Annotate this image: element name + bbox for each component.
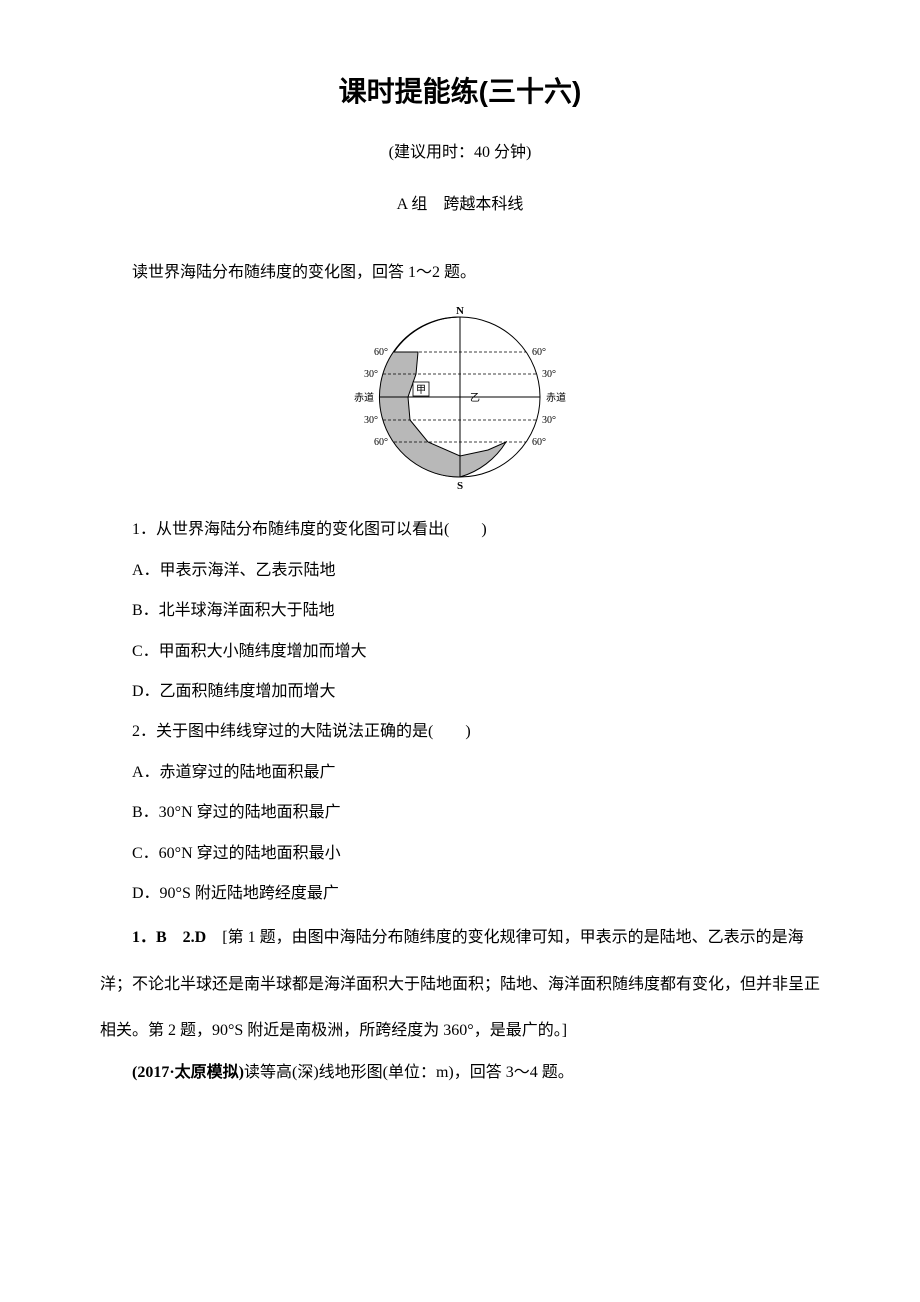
tick-right-4: 60° [532,437,546,448]
q1-option-a: A．甲表示海洋、乙表示陆地 [100,552,820,590]
globe-figure: N S 60° 30° 赤道 30° 60° 60° 30° 赤道 30° 60… [100,302,820,497]
intro2-prefix: (2017·太原模拟) [132,1064,244,1081]
south-label: S [457,480,463,492]
tick-right-1: 30° [542,369,556,380]
q2-option-a: A．赤道穿过的陆地面积最广 [100,754,820,792]
q1-option-c: C．甲面积大小随纬度增加而增大 [100,633,820,671]
tick-left-1: 30° [364,369,378,380]
q1-option-b: B．北半球海洋面积大于陆地 [100,592,820,630]
tick-right-3: 30° [542,415,556,426]
svg-text:甲: 甲 [416,385,426,396]
intro-paragraph-1: 读世界海陆分布随纬度的变化图，回答 1～2 题。 [100,254,820,292]
q2-stem: 2．关于图中纬线穿过的大陆说法正确的是( ) [100,713,820,751]
intro-paragraph-2: (2017·太原模拟)读等高(深)线地形图(单位：m)，回答 3～4 题。 [100,1054,820,1092]
time-suggestion: (建议用时：40 分钟) [100,138,820,162]
marker-yi: 乙 [470,392,480,404]
tick-left-0: 60° [374,347,388,358]
answer-lead: 1．B 2.D [132,929,222,946]
tick-left-3: 30° [364,415,378,426]
group-label: A 组 跨越本科线 [100,190,820,214]
q2-option-c: C．60°N 穿过的陆地面积最小 [100,835,820,873]
tick-left-4: 60° [374,437,388,448]
q1-stem: 1．从世界海陆分布随纬度的变化图可以看出( ) [100,511,820,549]
q1-option-d: D．乙面积随纬度增加而增大 [100,673,820,711]
tick-right-2: 赤道 [546,391,566,404]
north-label: N [456,305,464,317]
tick-right-0: 60° [532,347,546,358]
q2-option-d: D．90°S 附近陆地跨经度最广 [100,875,820,913]
intro2-body: 读等高(深)线地形图(单位：m)，回答 3～4 题。 [244,1064,574,1081]
page-title: 课时提能练(三十六) [100,70,820,110]
marker-jia: 甲 [413,382,429,396]
answer-block: 1．B 2.D [第 1 题，由图中海陆分布随纬度的变化规律可知，甲表示的是陆地… [100,915,820,1054]
q2-option-b: B．30°N 穿过的陆地面积最广 [100,794,820,832]
tick-left-2: 赤道 [354,391,374,404]
